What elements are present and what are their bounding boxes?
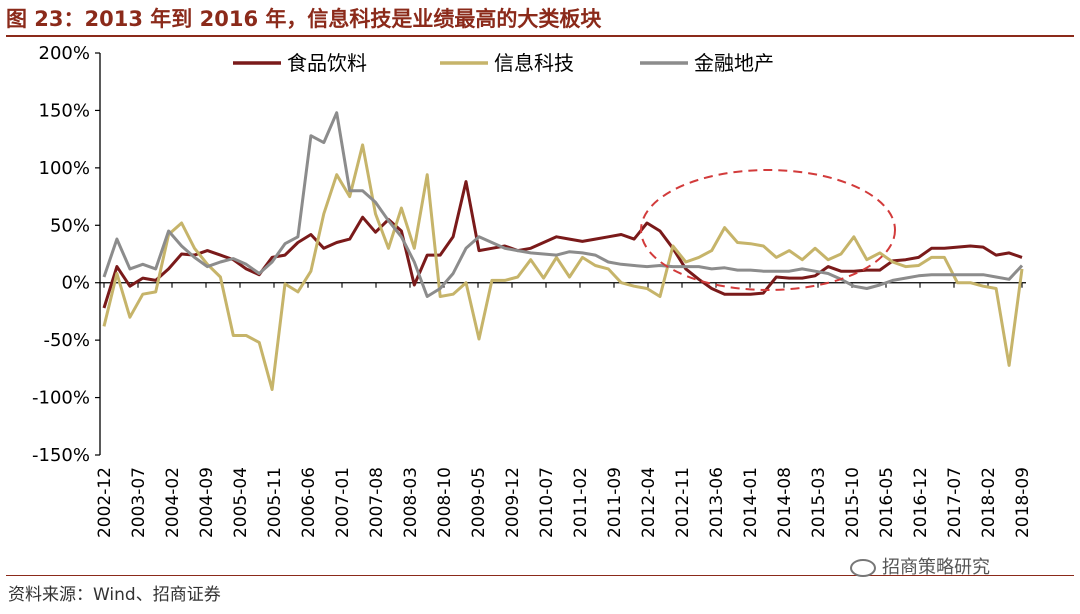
x-tick-label: 2014-01 bbox=[741, 467, 761, 538]
watermark: 招商策略研究 bbox=[850, 553, 990, 579]
x-tick-label: 2018-02 bbox=[979, 467, 999, 538]
x-tick-label: 2016-12 bbox=[911, 467, 931, 538]
x-tick-label: 2004-02 bbox=[163, 467, 183, 538]
x-tick-label: 2009-05 bbox=[469, 467, 489, 538]
series-line-3 bbox=[102, 111, 1024, 298]
highlight-ellipse bbox=[640, 169, 896, 291]
y-tick-label: 0% bbox=[61, 273, 90, 294]
title-rule bbox=[6, 35, 1074, 37]
x-tick-label: 2018-09 bbox=[1013, 467, 1033, 538]
x-tick-label: 2016-05 bbox=[877, 467, 897, 538]
x-tick-label: 2017-07 bbox=[945, 467, 965, 538]
y-tick-label: -50% bbox=[43, 330, 90, 351]
x-axis: 2002-12 2003-07 2004-02 2004-09 2005-04 2005-… bbox=[95, 282, 1033, 538]
x-tick-label: 2014-08 bbox=[775, 467, 795, 538]
source-note: 资料来源：Wind、招商证券 bbox=[8, 585, 221, 605]
x-tick-label: 2011-09 bbox=[605, 467, 625, 538]
x-tick-label: 2002-12 bbox=[95, 467, 115, 538]
x-tick-label: 2007-01 bbox=[333, 467, 353, 538]
x-tick-label: 2003-07 bbox=[129, 467, 149, 538]
x-tick-label: 2011-02 bbox=[571, 467, 591, 538]
x-tick-label: 2015-03 bbox=[809, 467, 829, 538]
x-tick-label: 2012-11 bbox=[673, 467, 693, 538]
x-tick-label: 2007-08 bbox=[367, 467, 387, 538]
legend-label: 信息科技 bbox=[494, 51, 574, 75]
x-tick-label: 2015-10 bbox=[843, 467, 863, 538]
x-tick-label: 2009-12 bbox=[503, 467, 523, 538]
legend-label: 金融地产 bbox=[694, 51, 774, 75]
x-tick-label: 2005-11 bbox=[265, 467, 285, 538]
legend: 食品饮料 信息科技 金融地产 bbox=[233, 51, 774, 75]
x-tick-label: 2013-06 bbox=[707, 467, 727, 538]
legend-label: 食品饮料 bbox=[287, 51, 367, 75]
x-tick-label: 2012-04 bbox=[639, 467, 659, 538]
x-tick-label: 2006-06 bbox=[299, 467, 319, 538]
y-tick-label: -100% bbox=[32, 388, 90, 409]
series-line-1 bbox=[102, 180, 1023, 309]
wechat-icon bbox=[850, 559, 876, 577]
footer-rule bbox=[6, 575, 1074, 576]
y-tick-label: 100% bbox=[39, 158, 90, 179]
x-tick-label: 2008-10 bbox=[435, 467, 455, 538]
series-layer bbox=[102, 111, 1024, 391]
x-tick-label: 2004-09 bbox=[197, 467, 217, 538]
x-tick-label: 2010-07 bbox=[537, 467, 557, 538]
x-tick-label: 2005-04 bbox=[231, 467, 251, 538]
series-line-2 bbox=[102, 143, 1024, 391]
y-tick-label: 200% bbox=[39, 43, 90, 64]
figure-title: 图 23：2013 年到 2016 年，信息科技是业绩最高的大类板块 bbox=[6, 7, 602, 31]
y-tick-label: -150% bbox=[32, 445, 90, 466]
watermark-text: 招商策略研究 bbox=[882, 557, 990, 578]
y-axis: -150% -100% -50% 0% 50% 100% 150% 200% bbox=[32, 43, 101, 466]
x-tick-label: 2008-03 bbox=[401, 467, 421, 538]
y-tick-label: 50% bbox=[50, 215, 90, 236]
y-tick-label: 150% bbox=[39, 100, 90, 121]
